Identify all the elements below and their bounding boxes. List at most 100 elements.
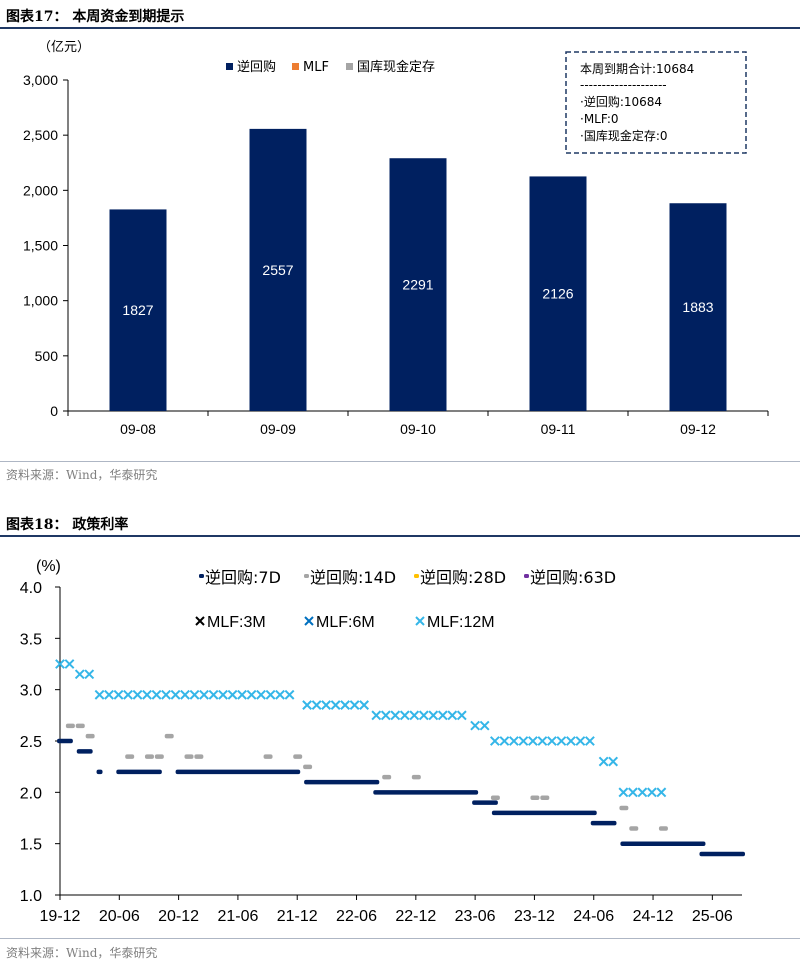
mlf-12m-point: [265, 689, 276, 700]
mlf-12m-point: [123, 689, 133, 700]
reverse-repo-14d-point: [293, 754, 303, 759]
bar-data-label: 2126: [542, 286, 573, 302]
reverse-repo-7d-segment: [304, 779, 380, 785]
mlf-12m-point: [499, 736, 510, 746]
reverse-repo-14d-point: [540, 795, 550, 800]
mlf-12m-point: [470, 720, 481, 731]
x-tick-label: 09-09: [260, 421, 296, 437]
figure17-label: 图表17：: [6, 9, 68, 25]
mlf-12m-point: [189, 689, 200, 700]
legend-label: 逆回购:7D: [205, 568, 281, 587]
x-tick-label: 23-06: [455, 908, 496, 925]
legend-marker: [415, 616, 425, 626]
bar-data-label: 2291: [402, 277, 433, 293]
reverse-repo-14d-point: [490, 795, 500, 800]
mlf-12m-point: [508, 736, 519, 746]
figure18-source-rule: [0, 938, 800, 939]
mlf-12m-point: [390, 710, 401, 721]
mlf-12m-point: [237, 689, 247, 700]
mlf-12m-point: [371, 710, 382, 721]
annotation-line: ·国库现金定存:0: [580, 128, 668, 143]
y-tick-label: 500: [35, 348, 59, 364]
reverse-repo-14d-point: [154, 754, 164, 759]
figure18-rule: [0, 535, 800, 537]
legend-marker: [304, 574, 309, 578]
mlf-12m-point: [646, 787, 657, 798]
legend-label: 逆回购:14D: [310, 568, 396, 587]
bar-data-label: 1827: [122, 302, 153, 318]
rate-chart: (%) 1.0 1.5 2.0 2.5 3.0 3.5 4.0 19-12 20-06 20-12 2…: [20, 558, 745, 925]
legend-swatch: [226, 63, 233, 70]
mlf-12m-point: [199, 689, 209, 700]
y-tick-label: 4.0: [20, 580, 42, 597]
mlf-12m-point: [489, 736, 500, 746]
y-tick-label: 3.5: [20, 631, 42, 648]
mlf-12m-point: [74, 669, 85, 680]
legend-marker: [414, 574, 419, 578]
mlf-12m-point: [637, 787, 648, 798]
mlf-12m-point: [527, 736, 538, 746]
mlf-12m-point: [142, 689, 152, 700]
reverse-repo-14d-point: [75, 723, 85, 729]
reverse-repo-7d-segment: [116, 769, 162, 775]
mlf-12m-point: [94, 689, 105, 700]
reverse-repo-14d-point: [303, 764, 313, 770]
mlf-12m-point: [151, 689, 162, 700]
y-tick-label: 3.0: [20, 683, 42, 700]
mlf-12m-point: [330, 700, 341, 710]
reverse-repo-7d-segment: [590, 820, 617, 826]
x-tick-label: 09-10: [400, 421, 436, 437]
mlf-12m-point: [84, 669, 95, 680]
mlf-12m-point: [618, 787, 629, 798]
x-tick-label: 20-12: [158, 908, 199, 925]
reverse-repo-7d-segment: [175, 769, 301, 775]
reverse-repo-14d-point: [530, 795, 540, 800]
reverse-repo-14d-point: [382, 774, 392, 780]
figure17-title-text: 本周资金到期提示: [72, 9, 185, 25]
mlf-12m-point: [565, 736, 576, 746]
reverse-repo-7d-segment: [659, 841, 706, 846]
reverse-repo-14d-point: [411, 774, 421, 780]
figure17-source-rule: [0, 461, 800, 462]
legend-label: MLF:6M: [316, 614, 375, 631]
y-tick-label: 2.5: [20, 734, 42, 751]
annotation-line: 本周到期合计:10684: [580, 61, 694, 76]
reverse-repo-7d-segment: [699, 851, 745, 857]
reverse-repo-14d-point: [85, 733, 95, 739]
reverse-repo-7d-segment: [57, 738, 73, 744]
mlf-12m-point: [208, 689, 219, 700]
mlf-12m-point: [64, 659, 75, 669]
bar-09-09: [249, 128, 307, 411]
figure17-title: 图表17： 本周资金到期提示: [6, 6, 184, 26]
annotation-line: ·逆回购:10684: [580, 94, 662, 109]
bar-data-label: 1883: [682, 299, 713, 315]
figure18-title-text: 政策利率: [72, 517, 129, 533]
figure18-label: 图表18：: [6, 517, 68, 533]
mlf-12m-point: [55, 659, 65, 669]
reverse-repo-7d-segment: [76, 749, 93, 754]
legend-label: MLF:12M: [427, 614, 495, 631]
figure17-source: 资料来源：Wind，华泰研究: [6, 468, 158, 482]
reverse-repo-7d-segment: [96, 769, 103, 775]
legend-label: 逆回购:63D: [530, 568, 616, 587]
mlf-12m-point: [380, 710, 391, 721]
reverse-repo-7d-segment: [620, 841, 666, 846]
mlf-12m-point: [132, 689, 143, 700]
x-tick-label: 22-12: [395, 908, 436, 925]
mlf-12m-point: [598, 756, 609, 767]
legend-marker: [195, 616, 205, 626]
mlf-12m-point: [104, 689, 114, 700]
y-tick-label: 1,500: [23, 238, 58, 254]
mlf-12m-point: [180, 689, 190, 700]
reverse-repo-7d-segment: [472, 800, 498, 805]
legend-marker: [304, 616, 314, 626]
y-tick-label: 3,000: [23, 72, 58, 88]
reverse-repo-14d-point: [619, 805, 629, 811]
mlf-12m-point: [340, 700, 351, 710]
y-tick-label: 1.5: [20, 837, 42, 854]
mlf-12m-point: [556, 736, 567, 746]
legend-label: 逆回购:28D: [420, 568, 506, 587]
x-tick-label: 09-08: [120, 421, 156, 437]
x-tick-label: 19-12: [40, 908, 81, 925]
y-tick-label: 1.0: [20, 888, 42, 905]
